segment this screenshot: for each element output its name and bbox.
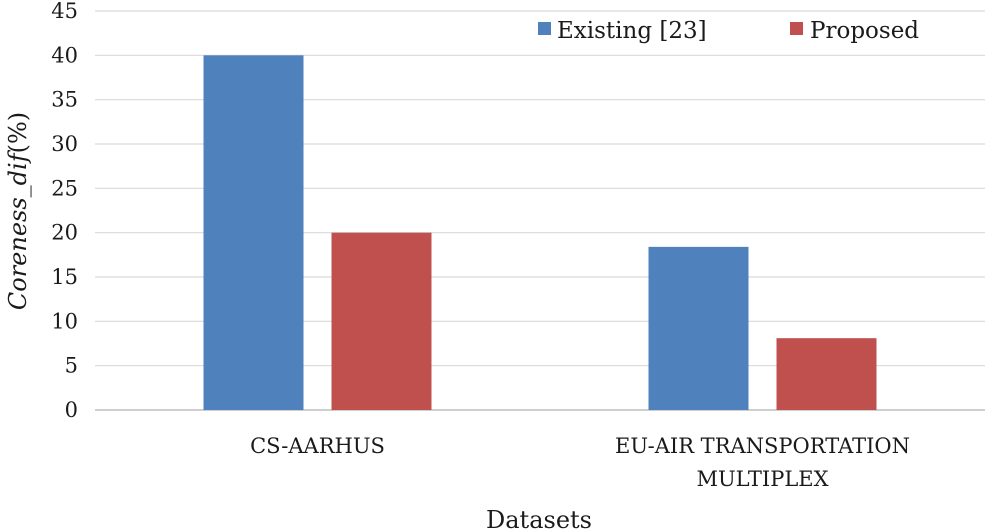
- y-tick-label: 30: [51, 132, 78, 156]
- y-tick-label: 35: [51, 88, 78, 112]
- legend-label-existing: Existing [23]: [557, 18, 707, 44]
- y-axis-title: Coreness_dif(%): [4, 112, 32, 310]
- bar-existing-1: [649, 247, 749, 410]
- legend-label-proposed: Proposed: [810, 18, 919, 44]
- y-tick-label: 15: [51, 265, 78, 289]
- x-category-label: CS-AARHUS: [250, 434, 385, 458]
- y-tick-label: 20: [51, 221, 78, 245]
- y-tick-label: 5: [65, 354, 78, 378]
- y-axis-ticks: 0 5 10 15 20 25 30 35 40 45: [51, 0, 78, 422]
- x-category-label: MULTIPLEX: [696, 467, 828, 491]
- y-tick-label: 40: [51, 43, 78, 67]
- x-axis-categories: CS-AARHUS EU-AIR TRANSPORTATION MULTIPLEX: [250, 434, 910, 491]
- bar-proposed-1: [777, 338, 877, 410]
- y-axis-title-unit: (%): [4, 112, 32, 154]
- legend-swatch-proposed: [790, 22, 803, 35]
- y-tick-label: 25: [51, 176, 78, 200]
- y-axis-title-variable: Coreness_dif: [4, 149, 32, 310]
- legend-swatch-existing: [538, 22, 551, 35]
- y-tick-label: 10: [51, 309, 78, 333]
- bar-proposed-0: [332, 233, 432, 410]
- y-tick-label: 0: [65, 398, 78, 422]
- bar-existing-0: [204, 55, 304, 410]
- x-category-label: EU-AIR TRANSPORTATION: [615, 434, 910, 458]
- bar-chart: 0 5 10 15 20 25 30 35 40 45 CS-AARHUS EU-AIR TRANS…: [0, 0, 985, 532]
- x-axis-title: Datasets: [486, 506, 592, 532]
- legend: Existing [23] Proposed: [538, 18, 919, 44]
- y-tick-label: 45: [51, 0, 78, 23]
